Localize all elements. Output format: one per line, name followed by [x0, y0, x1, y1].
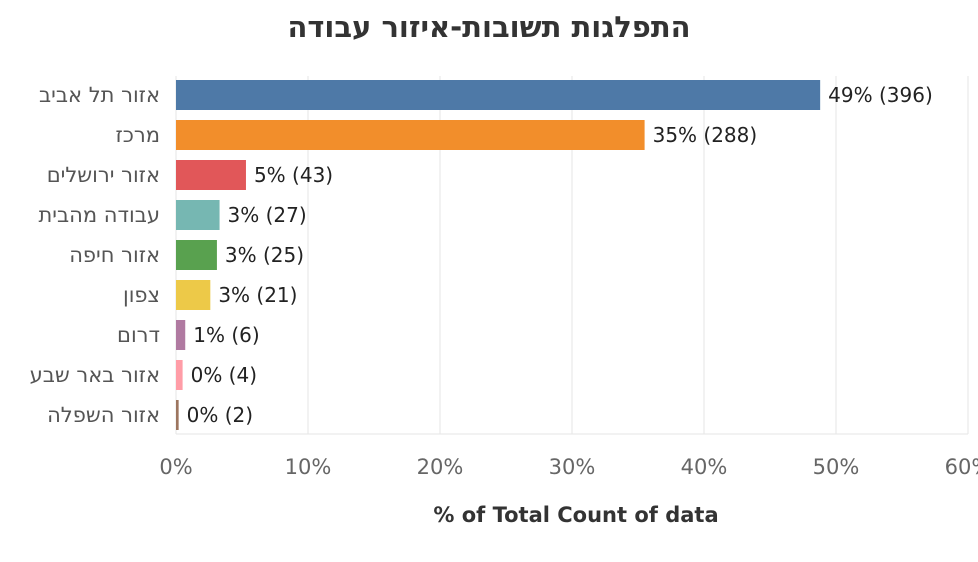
- bar: [176, 160, 246, 190]
- x-tick-label: 40%: [681, 455, 728, 479]
- x-tick-label: 0%: [159, 455, 192, 479]
- category-label: אזור באר שבע: [30, 363, 160, 387]
- data-label: 5% (43): [254, 163, 333, 187]
- data-label: 49% (396): [828, 83, 933, 107]
- x-axis-title: % of Total Count of data: [433, 503, 718, 527]
- category-label: אזור השפלה: [47, 403, 160, 427]
- data-label: 3% (21): [218, 283, 297, 307]
- x-tick-label: 30%: [549, 455, 596, 479]
- category-label: צפון: [123, 283, 160, 307]
- bar: [176, 280, 211, 310]
- category-label: אזור חיפה: [69, 243, 160, 267]
- x-tick-label: 20%: [417, 455, 464, 479]
- bar: [176, 80, 821, 110]
- category-label: עבודה מהבית: [39, 203, 161, 227]
- labels: אזור תל אביב 49% (396) מרכז 35% (288) אזור י…: [30, 83, 933, 427]
- data-label: 0% (2): [187, 403, 253, 427]
- x-tick-label: 50%: [813, 455, 860, 479]
- data-label: 3% (27): [228, 203, 307, 227]
- x-axis-ticks: 0% 10% 20% 30% 40% 50% 60%: [159, 455, 978, 479]
- data-label: 3% (25): [225, 243, 304, 267]
- category-label: דרום: [117, 323, 160, 347]
- category-label: אזור תל אביב: [39, 83, 160, 107]
- data-label: 35% (288): [653, 123, 758, 147]
- data-label: 0% (4): [191, 363, 257, 387]
- data-label: 1% (6): [193, 323, 259, 347]
- bar: [176, 320, 186, 350]
- x-tick-label: 60%: [945, 455, 978, 479]
- bar: [176, 240, 217, 270]
- category-label: אזור ירושלים: [47, 163, 160, 187]
- bar: [176, 360, 183, 390]
- category-label: מרכז: [116, 123, 161, 147]
- bars: [176, 80, 821, 430]
- x-tick-label: 10%: [285, 455, 332, 479]
- bar: [176, 400, 179, 430]
- chart-title: התפלגות תשובות-איזור עבודה: [287, 10, 691, 44]
- bar: [176, 120, 645, 150]
- bar: [176, 200, 220, 230]
